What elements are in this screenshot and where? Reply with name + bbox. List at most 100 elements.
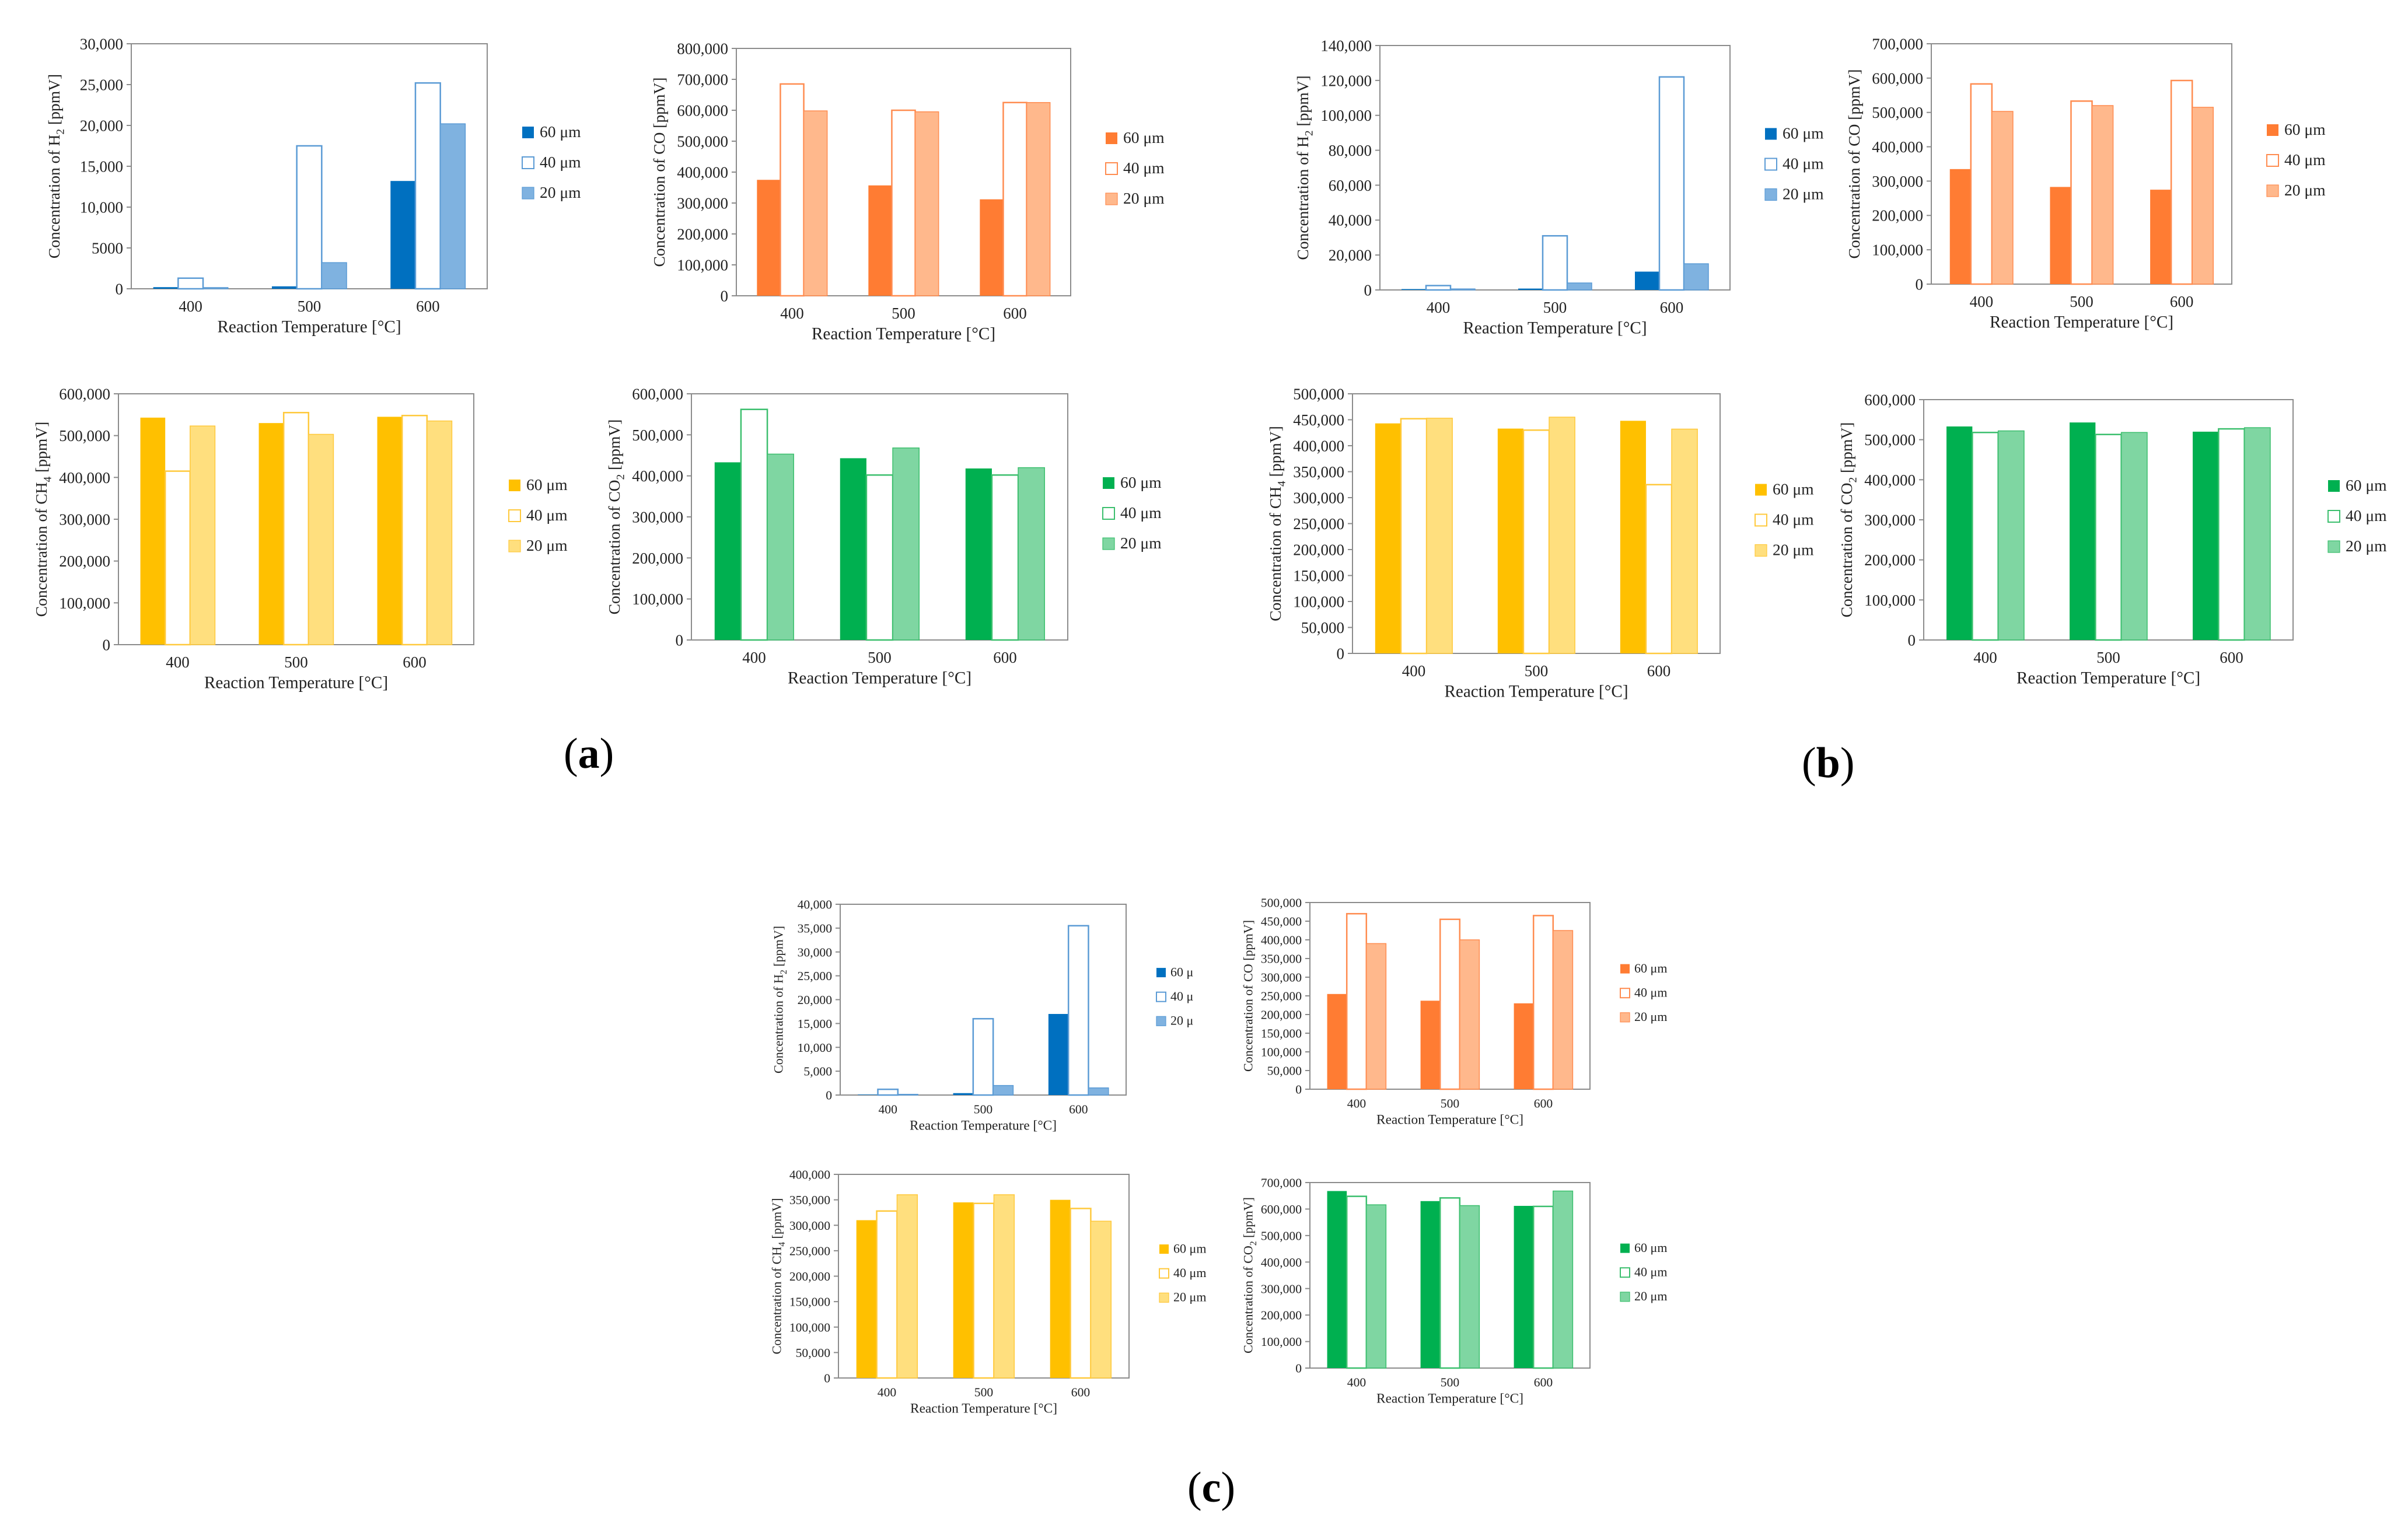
y-tick-label: 35,000 <box>798 921 832 935</box>
bar-a-h2-500-0 <box>271 286 297 289</box>
legend-swatch <box>1103 477 1114 489</box>
bar-b-co2-600-1 <box>2218 428 2245 641</box>
y-tick-label: 30,000 <box>80 35 123 53</box>
legend: 60 μm 40 μm 20 μm <box>1620 1240 1667 1303</box>
x-tick-label: 500 <box>892 305 915 322</box>
legend-label: 20 μm <box>1773 541 1814 559</box>
bar-b-ch4-600-1 <box>1645 484 1673 655</box>
y-tick-label: 10,000 <box>798 1041 832 1055</box>
legend-swatch <box>1620 1243 1630 1253</box>
bar-b-co-500-2 <box>2091 105 2114 285</box>
legend-swatch <box>2266 184 2279 197</box>
legend-label: 20 μm <box>2346 537 2387 555</box>
bar-a-co-500-1 <box>891 109 916 297</box>
legend-label: 60 μm <box>1773 480 1814 498</box>
legend: 60 μm 40 μm 20 μm <box>1755 480 1814 559</box>
y-tick-label: 100,000 <box>789 1320 830 1334</box>
bar-a-co-500-2 <box>914 111 939 296</box>
y-tick-label: 15,000 <box>80 158 123 175</box>
x-tick-label: 600 <box>1003 305 1027 322</box>
x-tick-label: 600 <box>1660 299 1684 316</box>
y-tick-label: 200,000 <box>632 550 683 567</box>
x-axis-label: Reaction Temperature [°C] <box>204 673 388 692</box>
bar-c-ch4-400-0 <box>856 1220 877 1378</box>
y-tick-label: 500,000 <box>677 132 728 150</box>
y-tick-label: 200,000 <box>1261 1008 1302 1022</box>
bar-c-co2-500-0 <box>1420 1201 1441 1368</box>
bar-c-h2-600-1 <box>1067 925 1089 1096</box>
y-tick-label: 500,000 <box>1864 431 1916 449</box>
bar-c-h2-400-0 <box>858 1094 878 1095</box>
y-tick-label: 200,000 <box>789 1269 830 1283</box>
chart-b-co2: 0 100,000 200,000 300,000 400,000 500,000 600,… <box>1837 391 2386 687</box>
bar-c-h2-400-2 <box>897 1094 918 1096</box>
legend-label: 60 μm <box>1123 128 1165 146</box>
y-axis-label: Concentration of CO [ppmV] <box>650 78 668 267</box>
panel-label-a: (a) <box>564 730 614 778</box>
panel-label-b: (b) <box>1802 739 1855 787</box>
bar-c-co-600-0 <box>1514 1003 1534 1089</box>
legend-swatch <box>1755 513 1767 527</box>
bar-b-co-500-1 <box>2070 100 2093 285</box>
legend-swatch <box>522 187 534 200</box>
bar-c-co-500-0 <box>1420 1001 1441 1089</box>
x-tick-label: 400 <box>1973 649 1997 666</box>
legend-swatch <box>1755 484 1767 496</box>
chart-a-co: 0 100,000 200,000 300,000 400,000 500,000 600,… <box>650 40 1164 343</box>
bar-c-ch4-400-1 <box>876 1210 898 1379</box>
bar-a-co2-600-1 <box>991 474 1019 641</box>
bar-c-co-600-1 <box>1532 915 1554 1090</box>
legend-swatch <box>1156 991 1166 1002</box>
bar-c-co2-600-1 <box>1532 1205 1554 1369</box>
bar-b-h2-600-1 <box>1658 76 1685 291</box>
bar-a-co2-500-1 <box>865 474 894 641</box>
y-tick-label: 100,000 <box>1261 1335 1302 1349</box>
y-tick-label: 0 <box>103 636 111 653</box>
x-tick-label: 600 <box>403 653 427 671</box>
y-axis-label: Concentration of H2 [ppmV] <box>45 74 67 258</box>
bar-a-ch4-600-0 <box>377 417 403 645</box>
y-tick-label: 400,000 <box>677 163 728 181</box>
bar-b-co2-400-0 <box>1946 426 1973 640</box>
bar-c-ch4-600-1 <box>1070 1208 1092 1379</box>
legend: 60 μm 40 μm 20 μm <box>1105 128 1165 207</box>
chart-c-co2: 0 100,000 200,000 300,000 400,000 500,000 600,… <box>1241 1176 1668 1407</box>
y-axis-label: Concentration of H2 [ppmV] <box>1294 75 1316 260</box>
y-tick-label: 30,000 <box>798 945 832 959</box>
x-tick-label: 500 <box>974 1385 993 1399</box>
bar-b-ch4-500-1 <box>1522 429 1550 655</box>
y-tick-label: 40,000 <box>1329 212 1372 229</box>
x-tick-label: 500 <box>868 649 892 666</box>
x-tick-label: 500 <box>298 298 321 315</box>
bar-b-co-600-0 <box>2150 190 2172 284</box>
legend-label: 60 μm <box>1634 1240 1667 1255</box>
bar-b-h2-600-2 <box>1683 263 1709 291</box>
bar-c-ch4-500-2 <box>993 1194 1015 1379</box>
x-tick-label: 400 <box>742 649 766 666</box>
bar-c-h2-500-0 <box>953 1093 973 1095</box>
bar-a-h2-500-2 <box>321 262 347 289</box>
bar-c-h2-400-1 <box>877 1088 899 1096</box>
legend-swatch <box>1159 1268 1169 1279</box>
y-tick-label: 120,000 <box>1320 72 1372 89</box>
y-tick-label: 100,000 <box>1864 592 1916 609</box>
legend-swatch <box>1106 132 1117 144</box>
legend-swatch <box>1102 507 1115 520</box>
bar-a-co2-600-0 <box>965 468 992 640</box>
panel-label-c: (c) <box>1187 1464 1236 1512</box>
bar-c-co-400-1 <box>1345 912 1368 1090</box>
y-tick-label: 100,000 <box>59 594 110 612</box>
bar-a-co2-400-0 <box>714 462 741 640</box>
bar-c-ch4-600-0 <box>1050 1199 1071 1378</box>
legend-label: 20 μm <box>1173 1290 1206 1304</box>
bar-b-co2-500-1 <box>2095 433 2122 641</box>
bar-c-co2-600-2 <box>1553 1190 1574 1369</box>
chart-a-ch4: 0 100,000 200,000 300,000 400,000 500,000 600,… <box>32 385 567 692</box>
x-tick-label: 600 <box>1534 1096 1553 1110</box>
y-tick-label: 200,000 <box>677 225 728 243</box>
y-tick-label: 50,000 <box>796 1346 830 1360</box>
y-tick-label: 400,000 <box>1864 471 1916 489</box>
y-axis-label: Concentration of CH4 [ppmV] <box>32 422 54 617</box>
bar-b-h2-500-2 <box>1567 282 1592 291</box>
